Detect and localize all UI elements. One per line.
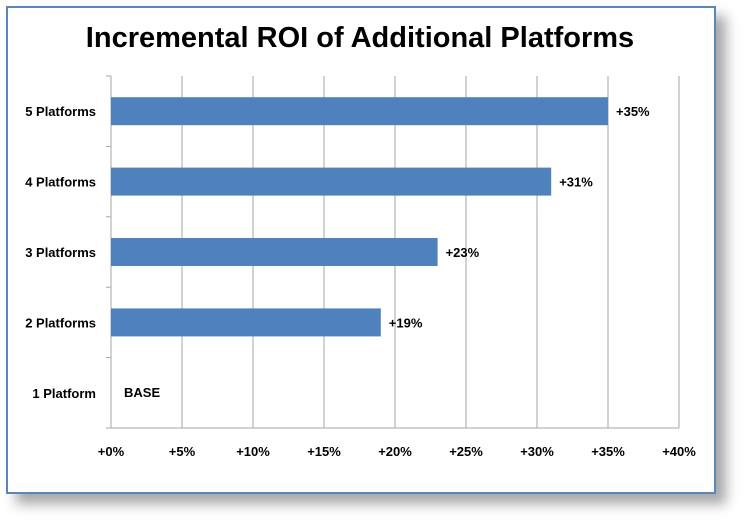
chart-title: Incremental ROI of Additional Platforms <box>86 22 634 54</box>
category-labels: 5 Platforms 4 Platforms 3 Platforms 2 Platf… <box>25 104 96 401</box>
bar <box>111 308 381 337</box>
data-label: +31% <box>559 175 593 190</box>
category-label: 3 Platforms <box>25 245 96 260</box>
category-label: 1 Platform <box>32 386 96 401</box>
x-tick-label: +30% <box>520 444 554 459</box>
category-label: 4 Platforms <box>25 175 96 190</box>
bar <box>111 167 552 196</box>
x-tick-label: +20% <box>378 444 412 459</box>
data-label: +35% <box>616 104 650 119</box>
category-label: 5 Platforms <box>25 104 96 119</box>
x-tick-label: +25% <box>449 444 483 459</box>
data-label: +19% <box>389 315 423 330</box>
data-labels: +35% +31% +23% +19% BASE <box>124 104 650 400</box>
x-tick-label: +0% <box>98 444 125 459</box>
x-tick-label: +15% <box>307 444 341 459</box>
bar <box>111 97 608 126</box>
bar <box>111 238 438 266</box>
x-tick-label: +35% <box>591 444 625 459</box>
bars <box>111 97 608 337</box>
x-tick-label: +40% <box>662 444 696 459</box>
category-label: 2 Platforms <box>25 315 96 330</box>
x-tick-label: +10% <box>236 444 270 459</box>
data-label: +23% <box>446 245 480 260</box>
x-tick-label: +5% <box>169 444 196 459</box>
x-tick-labels: +0% +5% +10% +15% +20% +25% +30% +35% +40% <box>98 444 696 459</box>
data-label: BASE <box>124 385 160 400</box>
